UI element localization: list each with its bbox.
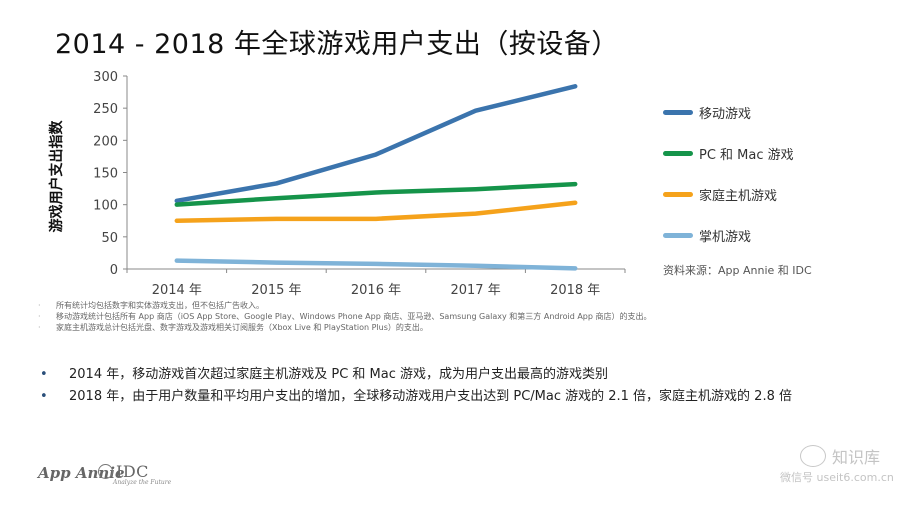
globe-icon: [98, 464, 113, 479]
finding-item: • 2018 年，由于用户数量和平均用户支出的增加，全球移动游戏用户支出达到 P…: [40, 386, 860, 407]
legend-label: 家庭主机游戏: [699, 189, 778, 204]
legend-label: 移动游戏: [699, 107, 752, 122]
series-line: [174, 84, 578, 204]
idc-logo-text: IDC: [116, 462, 149, 481]
legend-label: PC 和 Mac 游戏: [699, 148, 794, 163]
footnotes: · 所有统计均包括数字和实体游戏支出，但不包括广告收入。 · 移动游戏统计包括所…: [38, 300, 858, 333]
legend-swatch: [663, 233, 693, 238]
y-tick-label: 100: [93, 199, 118, 214]
y-tick-label: 250: [93, 102, 118, 117]
legend-item: 掌机游戏: [663, 215, 893, 256]
finding-text: 2018 年，由于用户数量和平均用户支出的增加，全球移动游戏用户支出达到 PC/…: [69, 389, 792, 404]
legend-item: 家庭主机游戏: [663, 174, 893, 215]
x-tick-label: 2014 年: [152, 283, 202, 298]
x-tick-label: 2018 年: [550, 283, 600, 298]
y-tick-label: 300: [93, 70, 118, 85]
y-tick-label: 200: [93, 134, 118, 149]
watermark-sub: 微信号 useit6.com.cn: [780, 471, 894, 484]
legend-item: PC 和 Mac 游戏: [663, 133, 893, 174]
legend-swatch: [663, 151, 693, 156]
source-note: 资料来源：App Annie 和 IDC: [663, 264, 812, 277]
footnote-item: · 移动游戏统计包括所有 App 商店（iOS App Store、Google…: [38, 312, 652, 321]
footnote-item: · 所有统计均包括数字和实体游戏支出，但不包括广告收入。: [38, 301, 264, 310]
watermark: 知识库 微信号 useit6.com.cn: [780, 444, 894, 485]
bullet-icon: •: [40, 389, 48, 404]
chart-title: 2014 - 2018 年全球游戏用户支出（按设备）: [55, 29, 619, 60]
key-findings: • 2014 年，移动游戏首次超过家庭主机游戏及 PC 和 Mac 游戏，成为用…: [40, 364, 860, 408]
line-chart: 0 50 100 150 200 250 300 2014 年 2015 年 2016 年 2017…: [48, 70, 626, 298]
legend-swatch: [663, 192, 693, 197]
series-line: [174, 200, 578, 223]
bullet-icon: •: [40, 367, 48, 382]
y-tick-label: 150: [93, 167, 118, 182]
finding-item: • 2014 年，移动游戏首次超过家庭主机游戏及 PC 和 Mac 游戏，成为用…: [40, 364, 860, 385]
x-tick-label: 2015 年: [251, 283, 301, 298]
wechat-icon: [800, 445, 826, 467]
footnote-item: · 家庭主机游戏总计包括光盘、数字游戏及游戏相关订阅服务（Xbox Live 和…: [38, 323, 428, 332]
series-line: [174, 258, 578, 271]
idc-logo: IDC: [98, 462, 149, 481]
legend-label: 掌机游戏: [699, 230, 752, 245]
idc-tagline: Analyze the Future: [113, 479, 172, 486]
y-axis-label: 游戏用户支出指数: [48, 120, 65, 233]
footnote-text: 家庭主机游戏总计包括光盘、数字游戏及游戏相关订阅服务（Xbox Live 和 P…: [56, 323, 428, 332]
y-tick-label: 50: [101, 231, 118, 246]
legend-swatch: [663, 110, 693, 115]
x-tick-label: 2016 年: [351, 283, 401, 298]
legend-item: 移动游戏: [663, 92, 893, 133]
y-tick-label: 0: [110, 263, 118, 278]
watermark-brand: 知识库: [832, 448, 881, 467]
footnote-text: 所有统计均包括数字和实体游戏支出，但不包括广告收入。: [56, 301, 264, 310]
footnote-text: 移动游戏统计包括所有 App 商店（iOS App Store、Google P…: [56, 312, 652, 321]
finding-text: 2014 年，移动游戏首次超过家庭主机游戏及 PC 和 Mac 游戏，成为用户支…: [69, 367, 608, 382]
series-line: [174, 181, 578, 207]
chart-legend: 移动游戏 PC 和 Mac 游戏 家庭主机游戏 掌机游戏: [663, 92, 893, 256]
x-tick-label: 2017 年: [450, 283, 500, 298]
